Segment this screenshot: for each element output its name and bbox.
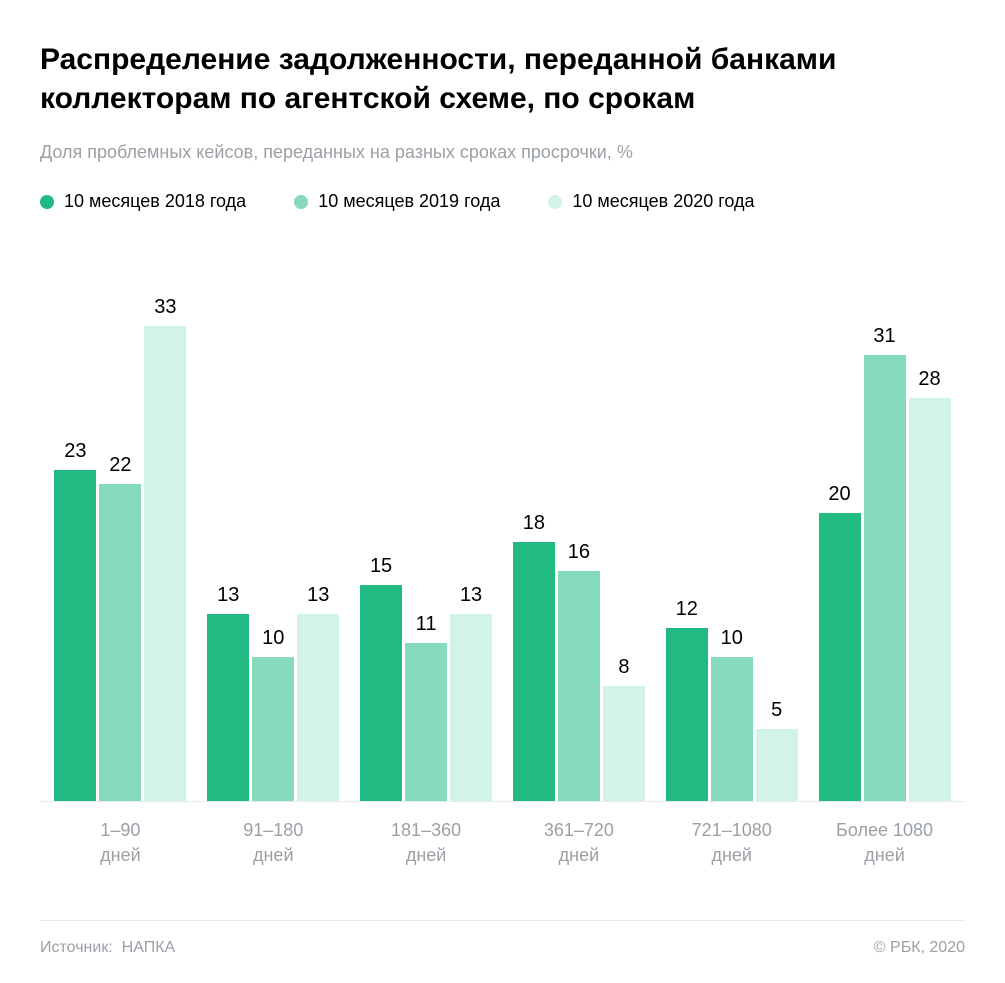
- bar: 12: [666, 628, 708, 801]
- category-label: 181–360дней: [350, 818, 503, 868]
- bar: 33: [144, 326, 186, 801]
- copyright-text: © РБК, 2020: [874, 939, 965, 957]
- bar-value-label: 28: [918, 368, 940, 391]
- bar-group: 232233: [44, 272, 197, 801]
- bar-value-label: 11: [416, 613, 437, 636]
- bar: 28: [909, 398, 951, 801]
- category-label: 361–720дней: [502, 818, 655, 868]
- bar-value-label: 13: [460, 584, 482, 607]
- legend-label: 10 месяцев 2018 года: [64, 191, 246, 212]
- bar: 23: [54, 470, 96, 801]
- bar-value-label: 13: [307, 584, 329, 607]
- x-axis-labels: 1–90дней91–180дней181–360дней361–720дней…: [40, 802, 965, 868]
- bar-value-label: 10: [262, 627, 284, 650]
- bar-group: 151113: [350, 272, 503, 801]
- bar: 15: [360, 585, 402, 801]
- category-label: 91–180дней: [197, 818, 350, 868]
- category-label: Более 1080дней: [808, 818, 961, 868]
- bar: 16: [558, 571, 600, 801]
- legend-label: 10 месяцев 2019 года: [318, 191, 500, 212]
- bar: 13: [297, 614, 339, 801]
- bar: 18: [513, 542, 555, 801]
- bar-value-label: 31: [873, 325, 895, 348]
- bar: 20: [819, 513, 861, 801]
- bar: 10: [252, 657, 294, 801]
- legend-item: 10 месяцев 2020 года: [548, 191, 754, 212]
- bar: 31: [864, 355, 906, 801]
- category-label: 721–1080дней: [655, 818, 808, 868]
- bar-value-label: 8: [618, 656, 629, 679]
- bar: 10: [711, 657, 753, 801]
- legend-dot: [548, 195, 562, 209]
- chart-title: Распределение задолженности, переданной …: [40, 40, 965, 118]
- chart-subtitle: Доля проблемных кейсов, переданных на ра…: [40, 142, 965, 163]
- bar-value-label: 20: [828, 483, 850, 506]
- bar-group: 131013: [197, 272, 350, 801]
- chart-footer: Источник: НАПКА © РБК, 2020: [40, 920, 965, 957]
- legend: 10 месяцев 2018 года 10 месяцев 2019 года…: [40, 191, 965, 212]
- source-text: Источник: НАПКА: [40, 939, 175, 957]
- bar-value-label: 13: [217, 584, 239, 607]
- bar: 13: [450, 614, 492, 801]
- bar: 22: [99, 484, 141, 801]
- bar-value-label: 15: [370, 555, 392, 578]
- bar-value-label: 12: [676, 598, 698, 621]
- bar-value-label: 10: [721, 627, 743, 650]
- bar-group: 12105: [655, 272, 808, 801]
- bar-value-label: 5: [771, 699, 782, 722]
- bar-value-label: 22: [109, 454, 131, 477]
- bar: 8: [603, 686, 645, 801]
- bar-value-label: 18: [523, 512, 545, 535]
- category-label: 1–90дней: [44, 818, 197, 868]
- legend-item: 10 месяцев 2018 года: [40, 191, 246, 212]
- legend-dot: [40, 195, 54, 209]
- legend-dot: [294, 195, 308, 209]
- bar-value-label: 16: [568, 541, 590, 564]
- bar: 11: [405, 643, 447, 801]
- bar: 13: [207, 614, 249, 801]
- legend-item: 10 месяцев 2019 года: [294, 191, 500, 212]
- bar-group: 18168: [502, 272, 655, 801]
- bar: 5: [756, 729, 798, 801]
- bar-value-label: 33: [154, 296, 176, 319]
- legend-label: 10 месяцев 2020 года: [572, 191, 754, 212]
- bar-value-label: 23: [64, 440, 86, 463]
- bar-group: 203128: [808, 272, 961, 801]
- chart-area: 2322331310131511131816812105203128: [40, 272, 965, 802]
